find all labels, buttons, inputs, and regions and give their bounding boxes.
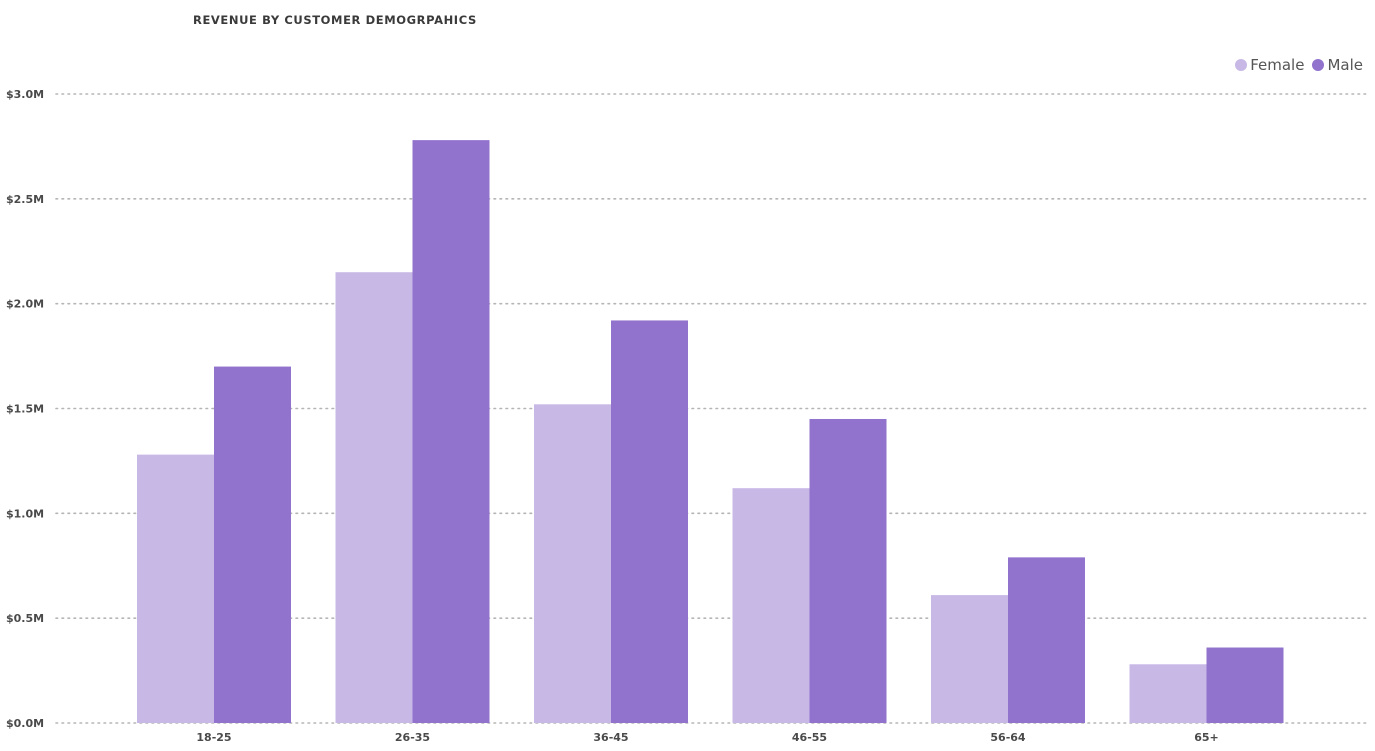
- bar-female-26-35: [335, 272, 413, 723]
- legend-male-marker: [1312, 59, 1325, 71]
- y-tick-label: $0.0M: [6, 717, 44, 730]
- bar-male-18-25: [214, 366, 291, 723]
- chart-title: REVENUE BY CUSTOMER DEMOGRPAHICS: [193, 13, 477, 27]
- legend-male-label: Male: [1327, 56, 1363, 74]
- bar-female-46-55: [732, 488, 810, 723]
- x-tick-label: 26-35: [395, 731, 430, 744]
- bar-female-18-25: [137, 454, 214, 723]
- y-tick-label: $2.0M: [6, 298, 44, 311]
- y-tick-label: $1.0M: [6, 507, 44, 520]
- x-tick-label: 18-25: [196, 731, 231, 744]
- y-tick-label: $2.5M: [6, 193, 44, 206]
- bar-male-36-45: [611, 320, 688, 723]
- y-tick-label: $1.5M: [6, 403, 44, 416]
- legend-female-marker: [1235, 59, 1248, 71]
- bar-female-56-64: [931, 595, 1008, 723]
- legend-item-female[interactable]: Female: [1235, 56, 1304, 74]
- bar-male-56-64: [1008, 557, 1085, 723]
- legend-item-male[interactable]: Male: [1312, 56, 1363, 74]
- x-tick-label: 36-45: [593, 731, 628, 744]
- x-tick-label: 56-64: [990, 731, 1026, 744]
- bar-female-65+: [1129, 664, 1207, 723]
- x-tick-label: 46-55: [792, 731, 827, 744]
- legend-female-label: Female: [1250, 56, 1305, 74]
- y-tick-label: $3.0M: [6, 88, 44, 101]
- x-tick-label: 65+: [1194, 731, 1219, 744]
- legend: Female Male: [1235, 56, 1363, 74]
- bar-male-46-55: [809, 418, 887, 723]
- bar-male-65+: [1206, 647, 1284, 723]
- y-tick-label: $0.5M: [6, 612, 44, 625]
- bar-female-36-45: [534, 404, 611, 723]
- bar-male-26-35: [412, 140, 490, 724]
